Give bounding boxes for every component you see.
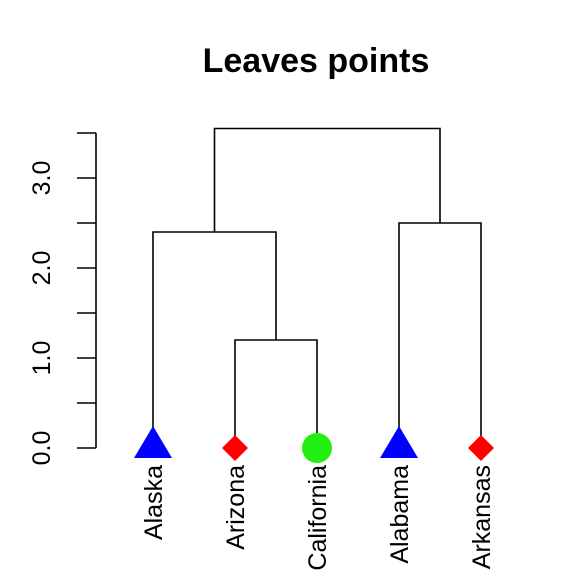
leaf-marker-circle (302, 433, 332, 463)
y-tick-label: 0.0 (28, 431, 56, 466)
dendrogram-branch (213, 127, 441, 232)
leaf-labels: Alaska Arizona California Alabama Arkansas (140, 465, 496, 571)
leaf-marker-diamond (222, 435, 248, 461)
leaf-label: Alabama (386, 465, 414, 564)
y-tick-label: 3.0 (28, 161, 56, 196)
y-tick-label: 1.0 (28, 341, 56, 376)
dendrogram-branch (398, 222, 482, 448)
leaf-marker-diamond (468, 435, 494, 461)
y-tick-label: 2.0 (28, 251, 56, 286)
leaf-label: Arizona (222, 465, 250, 550)
y-axis: 0.0 1.0 2.0 3.0 (28, 132, 97, 466)
leaf-label: California (304, 465, 332, 571)
leaf-label: Alaska (140, 465, 168, 540)
dendrogram-branches (152, 127, 482, 448)
leaf-marker-triangle (380, 426, 418, 458)
leaf-label: Arkansas (468, 465, 496, 569)
dendrogram-branch (234, 339, 318, 448)
leaf-marker-triangle (134, 426, 172, 458)
leaf-markers (134, 426, 494, 463)
chart-title: Leaves points (203, 42, 430, 80)
